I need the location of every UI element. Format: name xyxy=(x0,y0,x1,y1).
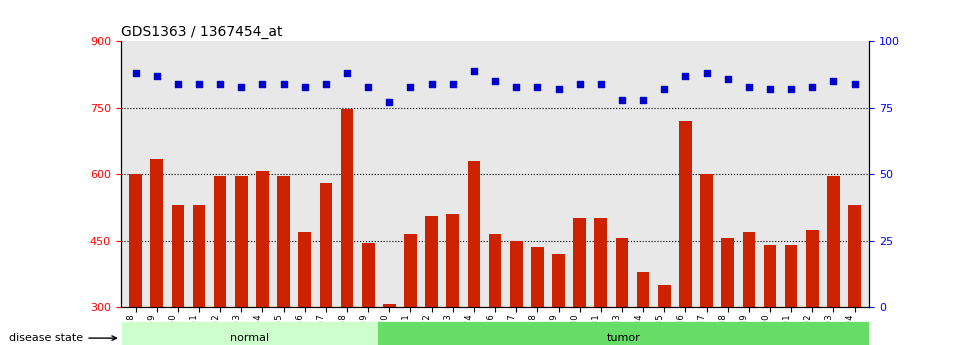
Bar xyxy=(213,176,226,345)
Bar xyxy=(510,241,523,345)
Point xyxy=(593,81,609,87)
Point xyxy=(128,70,143,76)
Bar xyxy=(806,229,818,345)
Bar xyxy=(722,238,734,345)
Bar xyxy=(172,205,185,345)
Point xyxy=(297,84,312,89)
Bar xyxy=(784,245,798,345)
Bar xyxy=(637,272,649,345)
Point xyxy=(170,81,185,87)
Point xyxy=(529,84,545,89)
Bar xyxy=(468,161,480,345)
Text: disease state: disease state xyxy=(10,333,117,343)
Text: normal: normal xyxy=(230,333,269,343)
Point xyxy=(720,76,735,81)
Bar xyxy=(446,214,459,345)
Bar xyxy=(553,254,565,345)
Bar xyxy=(679,121,692,345)
Point xyxy=(149,73,164,79)
Bar xyxy=(531,247,544,345)
Bar xyxy=(615,238,628,345)
Bar xyxy=(151,159,163,345)
Point xyxy=(762,87,778,92)
Point xyxy=(657,87,672,92)
Bar xyxy=(489,234,501,345)
Point xyxy=(678,73,694,79)
Point xyxy=(508,84,524,89)
Point xyxy=(445,81,461,87)
Point xyxy=(741,84,756,89)
Point xyxy=(467,68,482,73)
Point xyxy=(572,81,587,87)
Bar xyxy=(256,171,269,345)
Point xyxy=(847,81,863,87)
Bar xyxy=(743,232,755,345)
Point xyxy=(339,70,355,76)
Point xyxy=(783,87,799,92)
Bar xyxy=(277,176,290,345)
Bar xyxy=(764,245,777,345)
FancyBboxPatch shape xyxy=(121,321,378,345)
Bar xyxy=(594,218,608,345)
Point xyxy=(614,97,630,102)
Bar xyxy=(235,176,247,345)
Point xyxy=(551,87,566,92)
Bar xyxy=(320,183,332,345)
Bar xyxy=(129,174,142,345)
Point xyxy=(382,100,397,105)
FancyBboxPatch shape xyxy=(378,321,869,345)
Point xyxy=(360,84,376,89)
Point xyxy=(805,84,820,89)
Bar xyxy=(574,218,586,345)
Point xyxy=(213,81,228,87)
Bar xyxy=(827,176,839,345)
Bar xyxy=(425,216,438,345)
Text: GDS1363 / 1367454_at: GDS1363 / 1367454_at xyxy=(121,25,282,39)
Bar xyxy=(658,285,670,345)
Point xyxy=(403,84,418,89)
Point xyxy=(255,81,270,87)
Bar xyxy=(192,205,206,345)
Text: tumor: tumor xyxy=(607,333,640,343)
Bar xyxy=(341,109,354,345)
Point xyxy=(276,81,292,87)
Point xyxy=(191,81,207,87)
Point xyxy=(424,81,440,87)
Point xyxy=(636,97,651,102)
Point xyxy=(698,70,714,76)
Bar xyxy=(298,232,311,345)
Bar xyxy=(700,174,713,345)
Bar xyxy=(383,304,396,345)
Bar xyxy=(362,243,375,345)
Point xyxy=(234,84,249,89)
Point xyxy=(318,81,333,87)
Point xyxy=(487,78,502,84)
Point xyxy=(826,78,841,84)
Bar xyxy=(404,234,416,345)
Bar xyxy=(848,205,861,345)
